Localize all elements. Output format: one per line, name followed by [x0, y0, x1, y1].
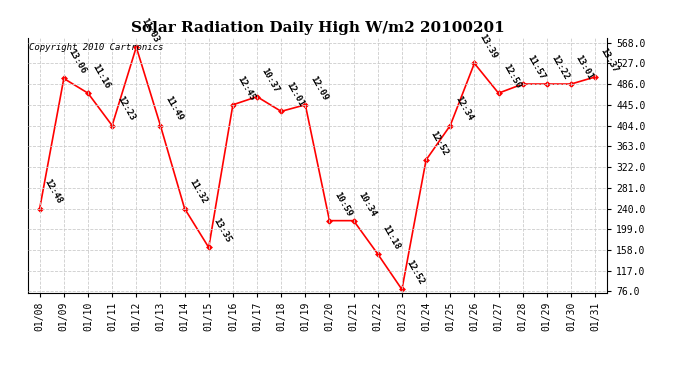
- Text: 11:03: 11:03: [139, 16, 160, 44]
- Text: 13:37: 13:37: [598, 46, 619, 74]
- Text: 12:23: 12:23: [115, 95, 136, 123]
- Text: 11:49: 11:49: [164, 95, 184, 123]
- Title: Solar Radiation Daily High W/m2 20100201: Solar Radiation Daily High W/m2 20100201: [130, 21, 504, 35]
- Text: 11:32: 11:32: [188, 178, 208, 206]
- Text: 12:01: 12:01: [284, 81, 305, 109]
- Text: 12:34: 12:34: [453, 95, 474, 123]
- Text: 12:45: 12:45: [236, 74, 257, 102]
- Text: 10:37: 10:37: [260, 66, 281, 94]
- Text: 12:52: 12:52: [429, 129, 450, 157]
- Text: 13:39: 13:39: [477, 33, 498, 60]
- Text: 11:18: 11:18: [381, 224, 402, 251]
- Text: 12:50: 12:50: [502, 63, 522, 90]
- Text: 12:22: 12:22: [550, 54, 571, 81]
- Text: 12:52: 12:52: [405, 259, 426, 286]
- Text: 13:35: 13:35: [212, 217, 233, 245]
- Text: 10:59: 10:59: [333, 190, 353, 218]
- Text: 11:57: 11:57: [526, 54, 546, 81]
- Text: 11:16: 11:16: [91, 63, 112, 90]
- Text: 10:34: 10:34: [357, 190, 377, 218]
- Text: 13:06: 13:06: [67, 48, 88, 76]
- Text: 12:09: 12:09: [308, 74, 329, 102]
- Text: 12:48: 12:48: [43, 178, 63, 206]
- Text: 13:01: 13:01: [574, 54, 595, 81]
- Text: Copyright 2010 Cartronics: Copyright 2010 Cartronics: [29, 43, 163, 52]
